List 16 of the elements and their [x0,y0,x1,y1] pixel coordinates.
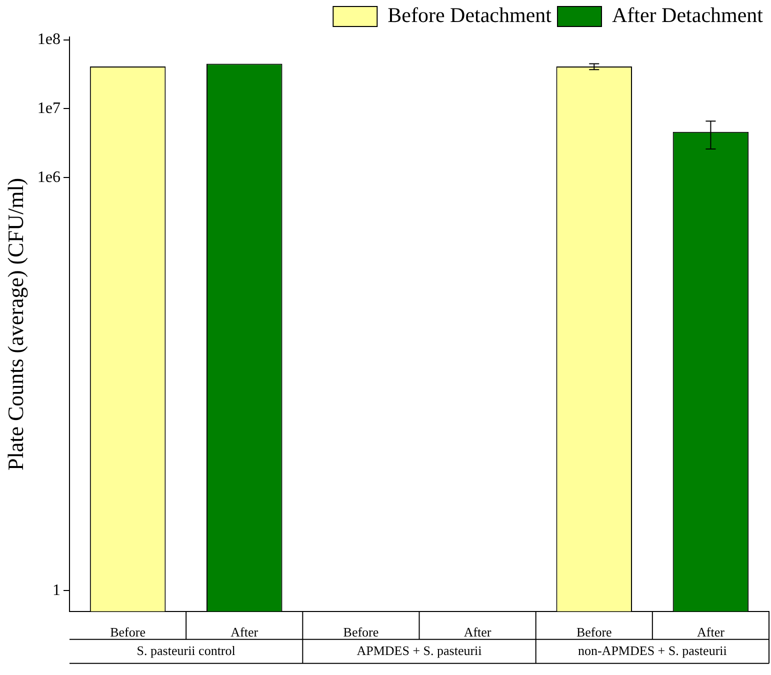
legend-label: Before Detachment [388,3,552,28]
y-tick-label: 1e6 [37,168,60,186]
y-tick-label: 1e7 [37,100,60,117]
y-tick-label: 1e8 [37,31,60,48]
y-axis-title: Plate Counts (average) (CFU/ml) [2,178,28,471]
text: APMDES + S. pasteurii [356,642,482,658]
x-tick-label: Before [576,624,612,640]
text: S. pasteurii control [136,642,236,658]
x-tick-label: After [230,624,259,640]
legend-label: After Detachment [612,3,764,28]
text: non-APMDES + S. pasteurii [578,642,728,658]
x-tick-label: After [696,624,726,640]
y-tick-label: 1 [52,582,60,599]
x-tick-label: After [464,624,492,640]
x-tick-label: Before [343,624,379,640]
x-tick-label: Before [110,624,146,640]
